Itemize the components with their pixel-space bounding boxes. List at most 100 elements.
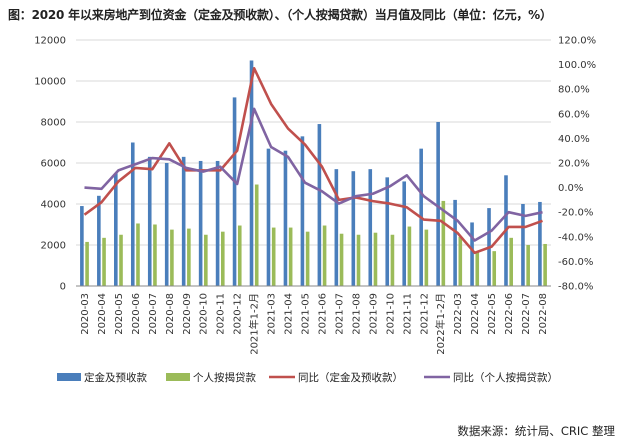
bar-deposit-advance: [215, 160, 220, 286]
legend-mortgage-loan-label: 个人按揭贷款: [193, 371, 256, 384]
bar-deposit-advance: [436, 122, 440, 286]
y-right-tick-label: 0.0%: [558, 183, 583, 194]
x-tick-label: 2021-11: [402, 293, 413, 335]
bar-deposit-advance: [130, 142, 135, 286]
x-tick-label: 2021-04: [284, 293, 295, 335]
legend-mortgage-loan-swatch: [166, 373, 190, 381]
bar-mortgage-loan: [356, 234, 361, 286]
bar-deposit-advance: [147, 156, 152, 286]
bar-mortgage-loan: [475, 251, 480, 286]
bar-deposit-advance: [232, 97, 237, 287]
x-tick-label: 2020-05: [114, 293, 125, 335]
y-left-tick-label: 10000: [34, 77, 66, 88]
bar-deposit-advance: [97, 195, 101, 286]
legend-deposit-yoy-label: 同比（定金及预收款）: [298, 371, 403, 384]
x-tick-label: 2021-08: [351, 293, 362, 335]
bar-mortgage-loan: [237, 225, 242, 286]
line-deposit-yoy: [83, 66, 543, 255]
bar-deposit-advance: [368, 169, 373, 286]
bar-deposit-advance: [521, 204, 525, 286]
bar-mortgage-loan: [136, 223, 140, 286]
x-tick-label: 2022-04: [470, 293, 481, 335]
bar-mortgage-loan: [322, 225, 327, 286]
x-tick-label: 2021-06: [317, 293, 328, 335]
bar-mortgage-loan: [373, 232, 378, 286]
y-right-tick-label: -80.0%: [558, 282, 593, 293]
bar-deposit-advance: [402, 181, 407, 286]
bar-mortgage-loan: [271, 227, 276, 286]
bar-deposit-advance: [351, 171, 356, 286]
lines: [83, 66, 543, 255]
y-right-tick-label: 60.0%: [558, 109, 590, 120]
x-tick-label: 2022-03: [453, 293, 464, 335]
legend-deposit-advance-label: 定金及预收款: [84, 371, 147, 384]
x-tick-label: 2020-08: [165, 293, 176, 335]
y-left-tick-label: 6000: [41, 159, 66, 170]
bar-deposit-advance: [334, 169, 339, 286]
line-mortgage-yoy: [84, 107, 543, 242]
bar-mortgage-loan: [85, 241, 89, 286]
y-left-tick-label: 2000: [41, 241, 66, 252]
y-right-tick-label: -60.0%: [558, 257, 593, 268]
bar-mortgage-loan: [220, 231, 225, 286]
bar-mortgage-loan: [288, 227, 293, 286]
bar-mortgage-loan: [187, 228, 191, 286]
x-tick-label: 2020-06: [131, 293, 142, 335]
x-tick-label: 2021-12: [419, 293, 430, 335]
gridlines: [76, 39, 551, 246]
y-right-tick-label: 120.0%: [558, 36, 596, 47]
bar-deposit-advance: [538, 201, 542, 286]
bar-mortgage-loan: [424, 229, 429, 286]
chart-title: 图：2020 年以来房地产到位资金（定金及预收款）、（个人按揭贷款）当月值及同比…: [8, 8, 552, 22]
x-tick-label: 2020-11: [216, 293, 227, 335]
bar-deposit-advance: [470, 222, 474, 286]
y-right-tick-label: -20.0%: [558, 208, 593, 219]
bar-mortgage-loan: [509, 237, 513, 286]
bar-deposit-advance: [114, 173, 118, 286]
bar-mortgage-loan: [526, 245, 530, 286]
y-left-tick-label: 4000: [41, 200, 66, 211]
y-left-tick-label: 8000: [41, 118, 66, 129]
y-right-tick-label: 80.0%: [558, 85, 590, 96]
bar-deposit-advance: [300, 136, 305, 286]
x-tick-label: 2021-03: [267, 293, 278, 335]
x-tick-label: 2021-07: [334, 293, 345, 335]
legend-mortgage-yoy-label: 同比（个人按揭贷款）: [453, 371, 558, 384]
x-tick-label: 2022-07: [521, 293, 532, 335]
bar-mortgage-loan: [305, 231, 310, 286]
bar-mortgage-loan: [153, 224, 157, 286]
bar-mortgage-loan: [407, 226, 412, 286]
bar-deposit-advance: [385, 177, 390, 286]
source-note: 数据来源：统计局、CRIC 整理: [457, 424, 615, 438]
bars: [80, 60, 547, 287]
x-tick-label: 2020-04: [97, 293, 108, 335]
y-left-tick-label: 0: [60, 282, 66, 293]
bar-mortgage-loan: [254, 184, 259, 286]
x-tick-label: 2020-12: [233, 293, 244, 335]
bar-mortgage-loan: [390, 234, 395, 286]
bar-mortgage-loan: [492, 251, 497, 286]
bar-mortgage-loan: [170, 229, 174, 286]
bar-mortgage-loan: [458, 236, 463, 286]
y-left-tick-label: 12000: [34, 36, 66, 47]
legend-deposit-advance-swatch: [57, 373, 81, 381]
bar-deposit-advance: [283, 150, 288, 286]
legend: 定金及预收款 个人按揭贷款 同比（定金及预收款） 同比（个人按揭贷款）: [57, 371, 558, 384]
x-tick-label: 2020-07: [148, 293, 159, 335]
bar-mortgage-loan: [339, 233, 344, 286]
bar-deposit-advance: [249, 60, 254, 286]
bar-deposit-advance: [80, 206, 84, 286]
bar-mortgage-loan: [543, 243, 547, 286]
bar-mortgage-loan: [204, 234, 208, 286]
bar-deposit-advance: [317, 124, 322, 286]
y-right-tick-label: 40.0%: [558, 134, 590, 145]
x-tick-label: 2022-06: [504, 293, 515, 335]
y-right-tick-label: 20.0%: [558, 159, 590, 170]
x-tick-label: 2022年1-2月: [434, 293, 447, 355]
bar-deposit-advance: [198, 160, 203, 286]
x-tick-label: 2021年1-2月: [248, 293, 261, 355]
bar-deposit-advance: [266, 148, 271, 286]
axes: 0 2000 4000 6000 8000 10000 12000 -80.0% -60.0% -…: [34, 36, 596, 355]
bar-mortgage-loan: [119, 234, 123, 286]
